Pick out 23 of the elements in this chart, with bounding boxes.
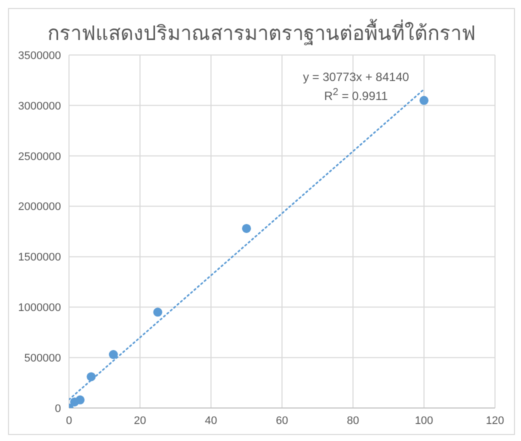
y-tick-label: 3000000: [18, 100, 61, 112]
y-tick-label: 3500000: [18, 50, 61, 62]
x-tick-label: 20: [134, 414, 146, 427]
y-tick-label: 2500000: [18, 150, 61, 163]
annotation: R$^{2}$ = 0.9911: [323, 86, 389, 104]
point: [76, 395, 85, 404]
x-tick-label: 40: [204, 414, 218, 427]
point: [153, 308, 162, 317]
point: [420, 96, 428, 105]
y-tick-label: 1000000: [18, 302, 61, 314]
y-tick-label: 500000: [24, 352, 61, 364]
x-tick-label: 0: [66, 414, 72, 427]
x-tick-label: 120: [486, 414, 504, 427]
y-tick-label: 2000000: [18, 201, 61, 214]
x-tick-label: 100: [414, 414, 434, 427]
annotation: y = 30773x + 84140: [302, 69, 410, 85]
y-tick-label: 0: [54, 402, 61, 415]
y-tick-label: 1500000: [18, 252, 61, 264]
x-tick-label: 60: [276, 414, 288, 427]
point: [242, 224, 251, 233]
chart-title: กราฟแสดงปริมาณสารมาตราฐานต่อพื้นที่ใต้กราฟ: [46, 18, 476, 47]
point: [108, 350, 118, 360]
x-tick-label: 80: [346, 414, 360, 427]
